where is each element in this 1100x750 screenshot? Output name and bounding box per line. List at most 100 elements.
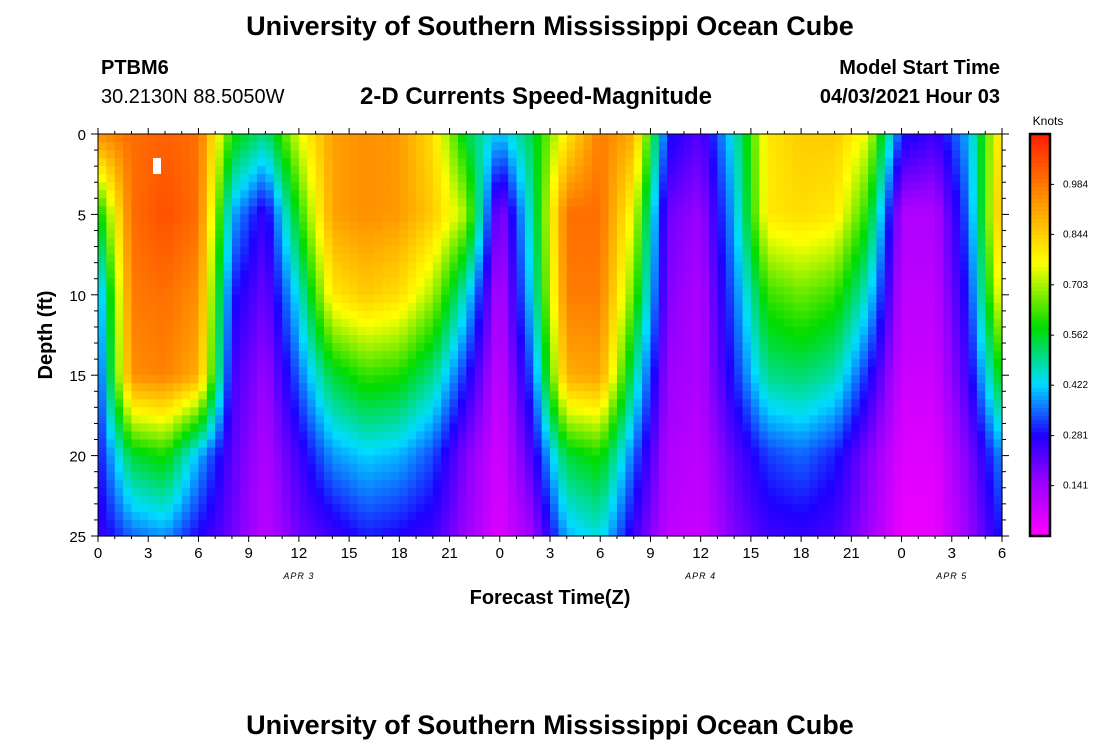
heatmap-cell [106,286,116,296]
heatmap-cell [817,206,827,215]
heatmap-cell [340,503,350,513]
heatmap-cell [524,238,534,248]
heatmap-cell [524,174,534,183]
heatmap-cell [298,407,308,416]
heatmap-cell [349,206,359,215]
heatmap-cell [801,447,811,457]
heatmap-cell [516,190,526,199]
heatmap-cell [282,479,292,489]
heatmap-cell [390,270,400,280]
heatmap-cell [257,503,267,513]
heatmap-cell [524,270,534,280]
heatmap-cell [767,182,777,191]
heatmap-cell [943,182,953,191]
heatmap-cell [257,270,267,280]
heatmap-cell [692,302,702,312]
heatmap-cell [725,335,735,344]
heatmap-cell [968,383,978,392]
heatmap-cell [332,142,342,151]
heatmap-cell [616,246,626,256]
heatmap-cell [114,302,124,312]
heatmap-cell [181,399,191,408]
heatmap-cell [842,383,852,392]
heatmap-cell [734,471,744,481]
heatmap-cell [918,479,928,489]
heatmap-cell [365,134,375,143]
heatmap-cell [884,286,894,296]
heatmap-cell [315,431,325,441]
heatmap-cell [365,254,375,264]
heatmap-cell [968,463,978,473]
heatmap-cell [893,343,903,352]
heatmap-cell [767,471,777,481]
heatmap-cell [114,270,124,280]
heatmap-cell [943,359,953,368]
heatmap-cell [583,150,593,159]
heatmap-cell [918,423,928,433]
heatmap-cell [282,495,292,505]
heatmap-cell [742,182,752,191]
heatmap-cell [725,367,735,376]
heatmap-cell [432,302,442,312]
heatmap-cell [776,326,785,336]
heatmap-cell [809,238,819,248]
heatmap-cell [231,214,241,224]
heatmap-cell [390,431,400,441]
heatmap-cell [298,383,308,392]
heatmap-cell [750,158,760,167]
heatmap-cell [139,455,149,465]
heatmap-cell [106,174,116,183]
heatmap-cell [943,134,953,143]
heatmap-cell [457,351,467,360]
heatmap-cell [893,415,903,425]
heatmap-cell [985,182,995,191]
heatmap-cell [223,391,233,400]
heatmap-cell [767,166,777,175]
heatmap-cell [658,326,668,336]
heatmap-cell [943,310,953,320]
heatmap-cell [131,455,141,465]
heatmap-cell [332,230,342,240]
heatmap-cell [826,190,836,199]
heatmap-cell [533,206,543,215]
heatmap-cell [432,294,442,304]
heatmap-cell [273,174,283,183]
heatmap-cell [365,415,375,425]
heatmap-cell [558,391,568,400]
heatmap-cell [190,503,200,513]
heatmap-cell [876,447,886,457]
heatmap-cell [667,407,677,416]
heatmap-cell [483,230,493,240]
heatmap-cell [968,206,978,215]
heatmap-cell [851,158,861,167]
heatmap-cell [725,246,735,256]
heatmap-cell [960,230,970,240]
heatmap-cell [424,278,434,288]
heatmap-cell [616,286,626,296]
heatmap-cell [842,343,852,352]
heatmap-cell [608,310,618,320]
heatmap-cell [139,150,149,159]
heatmap-cell [390,230,400,240]
heatmap-cell [960,286,970,296]
heatmap-cell [817,439,827,449]
heatmap-cell [842,335,852,344]
heatmap-cell [717,447,727,457]
heatmap-cell [759,487,769,497]
heatmap-cell [801,190,811,199]
heatmap-cell [357,182,367,191]
heatmap-cell [767,246,777,256]
heatmap-cell [491,238,501,248]
heatmap-cell [114,343,124,352]
heatmap-cell [390,439,400,449]
heatmap-cell [993,142,1003,151]
heatmap-cell [658,367,668,376]
heatmap-cell [508,326,518,336]
heatmap-cell [365,246,375,256]
heatmap-cell [575,375,585,384]
heatmap-cell [483,351,493,360]
heatmap-cell [935,471,945,481]
heatmap-cell [181,174,191,183]
heatmap-cell [416,286,426,296]
heatmap-cell [750,286,760,296]
